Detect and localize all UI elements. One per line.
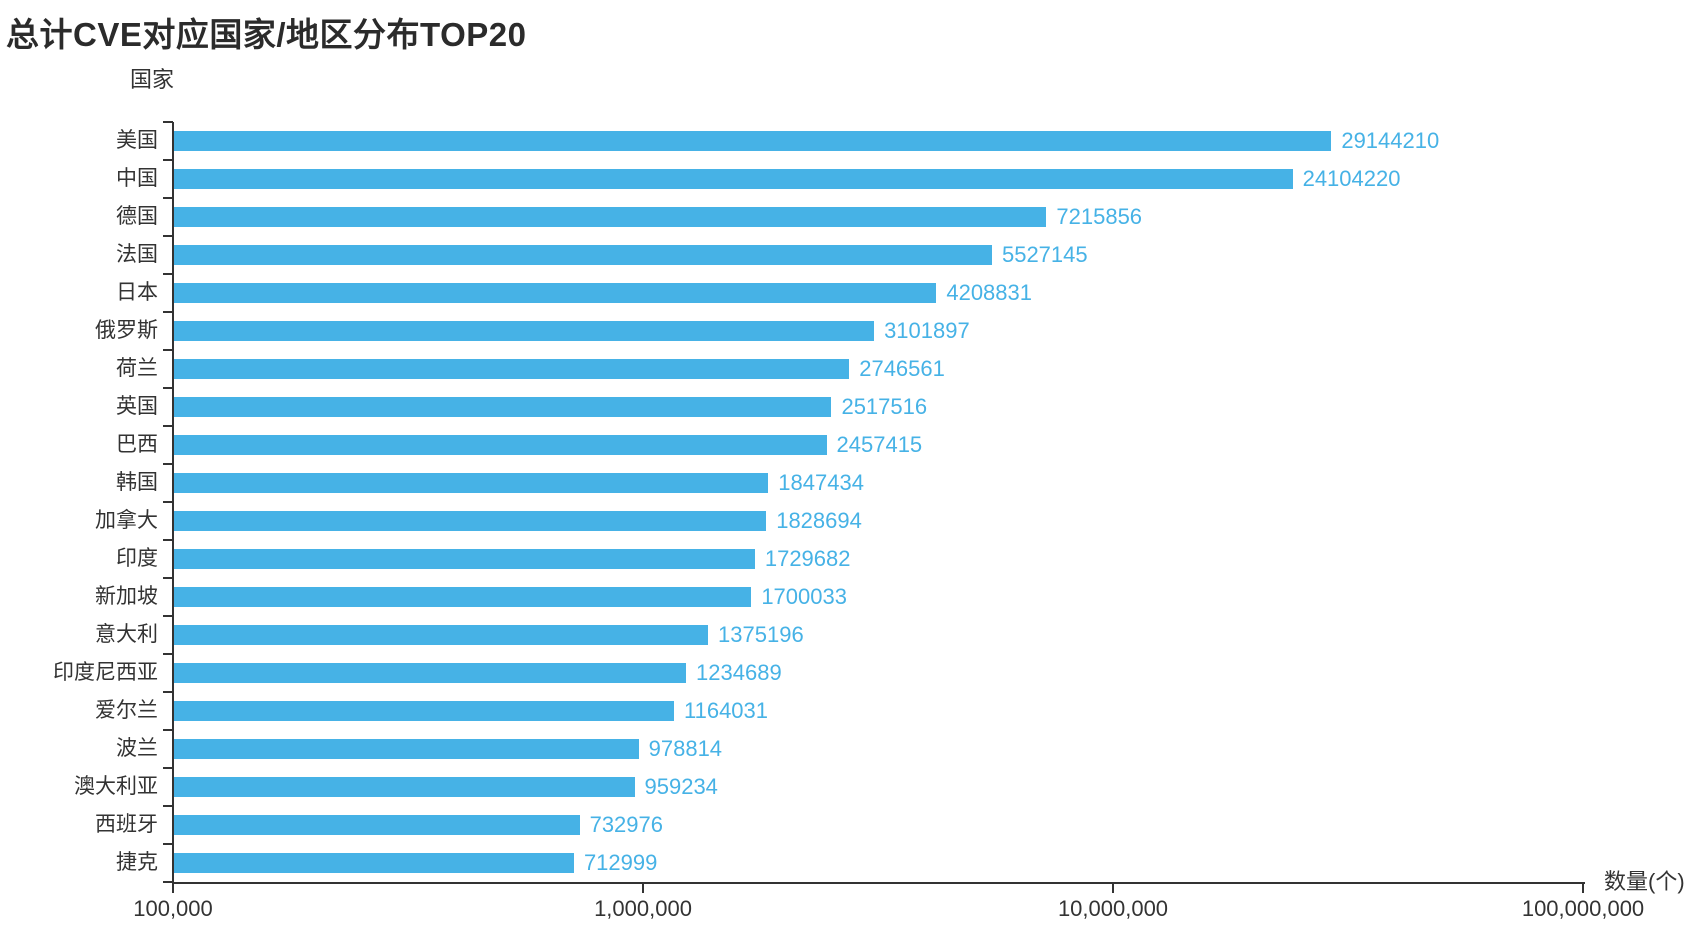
value-label: 1828694 xyxy=(776,508,862,533)
y-axis-tick xyxy=(163,729,173,731)
y-axis-tick xyxy=(163,767,173,769)
x-axis-tick xyxy=(642,884,644,893)
category-label: 英国 xyxy=(116,395,158,418)
category-label: 加拿大 xyxy=(95,509,158,532)
value-label: 7215856 xyxy=(1056,204,1143,229)
x-axis-tick xyxy=(172,884,174,893)
value-label: 2517516 xyxy=(841,394,928,419)
value-label: 2457415 xyxy=(836,432,923,457)
value-label: 2746561 xyxy=(859,356,945,381)
y-axis-title: 国家 xyxy=(130,67,175,92)
category-label: 美国 xyxy=(116,129,158,152)
value-label: 29144210 xyxy=(1341,128,1440,153)
y-axis-tick xyxy=(163,463,173,465)
y-axis-tick xyxy=(163,197,173,199)
value-label: 978814 xyxy=(648,736,723,761)
category-label: 俄罗斯 xyxy=(95,319,158,342)
bar[interactable] xyxy=(174,549,755,569)
category-label: 意大利 xyxy=(95,623,158,646)
y-axis-tick xyxy=(163,843,173,845)
x-axis-title: 数量(个) xyxy=(1604,869,1685,894)
x-axis-tick xyxy=(1112,884,1114,893)
bar[interactable] xyxy=(174,663,687,683)
bar[interactable] xyxy=(174,473,769,493)
y-axis-tick xyxy=(163,311,173,313)
x-axis-tick-label: 100,000 xyxy=(133,896,213,921)
value-label: 3101897 xyxy=(884,318,970,343)
y-axis-tick xyxy=(163,349,173,351)
category-label: 法国 xyxy=(116,243,158,266)
value-label: 1375196 xyxy=(718,622,804,647)
bar[interactable] xyxy=(174,777,635,797)
y-axis-tick xyxy=(163,425,173,427)
value-label: 1847434 xyxy=(778,470,864,495)
bar[interactable] xyxy=(174,359,850,379)
category-label: 日本 xyxy=(116,281,158,304)
y-axis-tick xyxy=(163,121,173,123)
category-label: 爱尔兰 xyxy=(95,699,158,722)
bar[interactable] xyxy=(174,587,752,607)
x-axis-tick-label: 100,000,000 xyxy=(1521,896,1645,921)
y-axis-tick xyxy=(163,577,173,579)
bar[interactable] xyxy=(174,435,827,455)
bar[interactable] xyxy=(174,245,992,265)
bar[interactable] xyxy=(174,511,767,531)
value-label: 1234689 xyxy=(696,660,782,685)
y-axis-tick xyxy=(163,159,173,161)
y-axis-tick xyxy=(163,881,173,883)
bar[interactable] xyxy=(174,815,580,835)
x-axis-tick-label: 1,000,000 xyxy=(594,896,692,921)
category-label: 捷克 xyxy=(116,851,158,874)
category-label: 波兰 xyxy=(116,737,158,760)
bar[interactable] xyxy=(174,853,574,873)
x-axis-tick-label: 10,000,000 xyxy=(1057,896,1169,921)
category-label: 印度尼西亚 xyxy=(53,661,158,684)
y-axis-tick xyxy=(163,235,173,237)
bar[interactable] xyxy=(174,701,674,721)
bar[interactable] xyxy=(174,397,832,417)
category-label: 德国 xyxy=(116,205,158,228)
chart-title: 总计CVE对应国家/地区分布TOP20 xyxy=(6,16,527,53)
category-label: 中国 xyxy=(116,167,158,190)
value-label: 24104220 xyxy=(1302,166,1401,191)
y-axis-tick xyxy=(163,387,173,389)
category-label: 韩国 xyxy=(116,471,158,494)
category-label: 印度 xyxy=(116,547,158,570)
y-axis-tick xyxy=(163,615,173,617)
bar[interactable] xyxy=(174,625,709,645)
bar[interactable] xyxy=(174,131,1332,151)
category-label: 新加坡 xyxy=(95,585,158,608)
y-axis-tick xyxy=(163,691,173,693)
y-axis-tick xyxy=(163,501,173,503)
category-label: 西班牙 xyxy=(95,813,158,836)
bar[interactable] xyxy=(174,739,639,759)
value-label: 1164031 xyxy=(684,698,769,723)
value-label: 1700033 xyxy=(761,584,847,609)
category-label: 荷兰 xyxy=(116,357,158,380)
value-label: 4208831 xyxy=(946,280,1032,305)
value-label: 959234 xyxy=(644,774,718,799)
y-axis-tick xyxy=(163,653,173,655)
category-label: 澳大利亚 xyxy=(74,775,158,798)
y-axis-line xyxy=(172,122,174,884)
bar[interactable] xyxy=(174,169,1293,189)
value-label: 1729682 xyxy=(764,546,851,571)
y-axis-tick xyxy=(163,805,173,807)
x-axis-line xyxy=(172,882,1585,884)
bar[interactable] xyxy=(174,321,875,341)
value-label: 732976 xyxy=(589,812,663,837)
bar[interactable] xyxy=(174,207,1047,227)
value-label: 5527145 xyxy=(1001,242,1088,267)
x-axis-tick xyxy=(1582,884,1584,893)
y-axis-tick xyxy=(163,539,173,541)
bar[interactable] xyxy=(174,283,937,303)
value-label: 712999 xyxy=(583,850,658,875)
y-axis-tick xyxy=(163,273,173,275)
category-label: 巴西 xyxy=(116,433,158,456)
